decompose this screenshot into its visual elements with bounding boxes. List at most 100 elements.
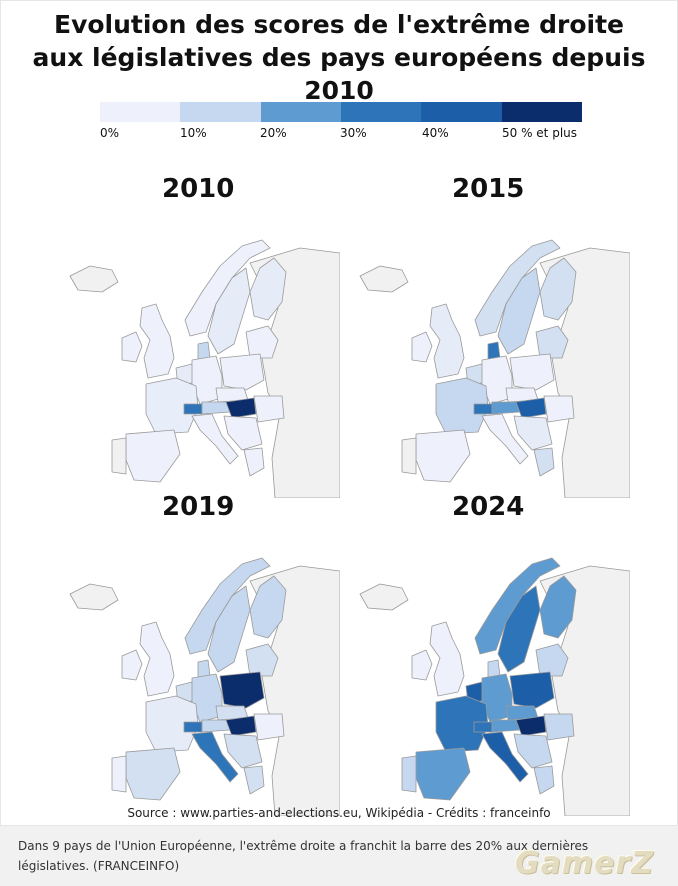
country-greece-2019 — [243, 765, 265, 795]
infographic-title: Evolution des scores de l'extrême droite… — [0, 8, 678, 107]
image-caption: Dans 9 pays de l'Union Européenne, l'ext… — [18, 836, 658, 876]
country-switzerland-2010 — [183, 403, 203, 415]
country-baltics-2015 — [535, 325, 569, 359]
country-balkans-2019 — [223, 733, 263, 769]
source-credits: Source : www.parties-and-elections.eu, W… — [127, 806, 551, 820]
title-line-2: aux législatives des pays européens depu… — [32, 43, 646, 105]
country-romania-2024 — [543, 713, 575, 741]
country-switzerland-2024 — [473, 721, 493, 733]
country-france-2010 — [145, 377, 199, 435]
year-label-2019: 2019 — [162, 492, 235, 522]
country-greece-2015 — [533, 447, 555, 477]
country-austria-2015 — [491, 401, 521, 415]
country-iceland-2010 — [69, 265, 119, 293]
country-france-2019 — [145, 695, 199, 753]
country-balkans-2024 — [513, 733, 553, 769]
country-poland-2015 — [509, 353, 555, 391]
europe-map-svg-2024 — [359, 557, 630, 816]
caption-line-2: législatives. (FRANCEINFO) — [18, 859, 180, 873]
legend-swatch-0 — [100, 102, 181, 122]
country-poland-2010 — [219, 353, 265, 391]
legend-swatch-4 — [421, 102, 502, 122]
country-uk-2019 — [139, 621, 175, 697]
country-italy-2024 — [481, 731, 529, 783]
country-hungary-2010 — [225, 397, 257, 419]
country-finland-2024 — [539, 575, 577, 639]
country-finland-2019 — [249, 575, 287, 639]
country-uk-2010 — [139, 303, 175, 379]
country-ireland-2019 — [121, 649, 143, 681]
legend-label-2: 20% — [260, 126, 287, 140]
country-switzerland-2019 — [183, 721, 203, 733]
europe-map-svg-2010 — [69, 239, 340, 498]
europe-map-svg-2015 — [359, 239, 630, 498]
country-poland-2024 — [509, 671, 555, 709]
legend-label-4: 40% — [422, 126, 449, 140]
gamerz-watermark: GamerZ — [514, 846, 654, 881]
country-romania-2019 — [253, 713, 285, 741]
country-switzerland-2015 — [473, 403, 493, 415]
legend-label-5: 50 % et plus — [502, 126, 578, 140]
country-romania-2010 — [253, 395, 285, 423]
country-baltics-2024 — [535, 643, 569, 677]
country-hungary-2015 — [515, 397, 547, 419]
country-spain-2015 — [415, 429, 471, 483]
year-label-2015: 2015 — [452, 174, 525, 204]
legend-label-0: 0% — [100, 126, 120, 140]
title-line-1: Evolution des scores de l'extrême droite — [54, 10, 624, 39]
country-iceland-2019 — [69, 583, 119, 611]
legend-swatch-1 — [180, 102, 261, 122]
europe-map-svg-2019 — [69, 557, 340, 816]
country-baltics-2019 — [245, 643, 279, 677]
country-uk-2015 — [429, 303, 465, 379]
country-greece-2010 — [243, 447, 265, 477]
country-romania-2015 — [543, 395, 575, 423]
legend-label-3: 30% — [340, 126, 367, 140]
country-poland-2019 — [219, 671, 265, 709]
country-france-2015 — [435, 377, 489, 435]
country-austria-2019 — [201, 719, 231, 733]
europe-map-2024 — [340, 526, 630, 816]
country-spain-2024 — [415, 747, 471, 801]
country-portugal-2015 — [401, 437, 417, 475]
country-uk-2024 — [429, 621, 465, 697]
country-france-2024 — [435, 695, 489, 753]
country-ireland-2015 — [411, 331, 433, 363]
country-ireland-2010 — [121, 331, 143, 363]
country-iceland-2024 — [359, 583, 409, 611]
color-legend — [100, 102, 582, 122]
country-finland-2015 — [539, 257, 577, 321]
europe-map-2010 — [50, 208, 340, 498]
country-norway-2010 — [184, 239, 271, 337]
country-norway-2019 — [184, 557, 271, 655]
country-italy-2010 — [191, 413, 239, 465]
country-ireland-2024 — [411, 649, 433, 681]
country-austria-2010 — [201, 401, 231, 415]
country-finland-2010 — [249, 257, 287, 321]
country-italy-2019 — [191, 731, 239, 783]
country-iceland-2015 — [359, 265, 409, 293]
year-label-2024: 2024 — [452, 492, 525, 522]
country-hungary-2024 — [515, 715, 547, 737]
country-baltics-2010 — [245, 325, 279, 359]
legend-swatch-5 — [501, 102, 582, 122]
country-norway-2015 — [474, 239, 561, 337]
country-spain-2010 — [125, 429, 181, 483]
legend-swatch-2 — [260, 102, 341, 122]
year-label-2010: 2010 — [162, 174, 235, 204]
country-spain-2019 — [125, 747, 181, 801]
country-italy-2015 — [481, 413, 529, 465]
country-portugal-2024 — [401, 755, 417, 793]
country-balkans-2010 — [223, 415, 263, 451]
caption-bar — [0, 826, 678, 886]
europe-map-2015 — [340, 208, 630, 498]
country-austria-2024 — [491, 719, 521, 733]
caption-line-1: Dans 9 pays de l'Union Européenne, l'ext… — [18, 839, 589, 853]
legend-label-1: 10% — [180, 126, 207, 140]
country-balkans-2015 — [513, 415, 553, 451]
country-portugal-2019 — [111, 755, 127, 793]
legend-swatch-3 — [340, 102, 422, 122]
country-greece-2024 — [533, 765, 555, 795]
country-portugal-2010 — [111, 437, 127, 475]
country-norway-2024 — [474, 557, 561, 655]
